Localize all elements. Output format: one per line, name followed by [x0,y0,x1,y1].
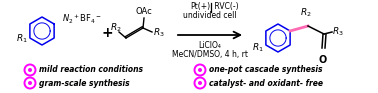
Circle shape [28,81,32,85]
Text: $\it{R_3}$: $\it{R_3}$ [153,27,165,39]
Text: $\it{R_3}$: $\it{R_3}$ [332,26,344,38]
Text: RVC(-): RVC(-) [212,3,239,12]
Text: mild reaction conditions: mild reaction conditions [39,65,143,74]
Text: $\it{R_1}$: $\it{R_1}$ [16,33,28,45]
Text: O: O [319,55,327,65]
Circle shape [198,81,202,85]
Text: LiClO₄: LiClO₄ [198,40,222,49]
Circle shape [198,68,202,72]
Text: $\it{R_2}$: $\it{R_2}$ [110,22,122,34]
Text: Pt(+): Pt(+) [190,3,210,12]
Text: $\it{R_2}$: $\it{R_2}$ [300,7,312,19]
Text: catalyst- and oxidant- free: catalyst- and oxidant- free [209,78,323,88]
Text: MeCN/DMSO, 4 h, rt: MeCN/DMSO, 4 h, rt [172,49,248,58]
Text: +: + [101,26,113,40]
Text: one-pot cascade synthesis: one-pot cascade synthesis [209,65,322,74]
Text: $\it{R_1}$: $\it{R_1}$ [252,42,264,54]
Text: OAc: OAc [136,7,152,16]
Text: $\it{N}$$_2$$^+$BF$_4$$^-$: $\it{N}$$_2$$^+$BF$_4$$^-$ [62,12,102,26]
Circle shape [28,68,32,72]
Text: gram-scale synthesis: gram-scale synthesis [39,78,130,88]
Text: undivided cell: undivided cell [183,12,237,20]
